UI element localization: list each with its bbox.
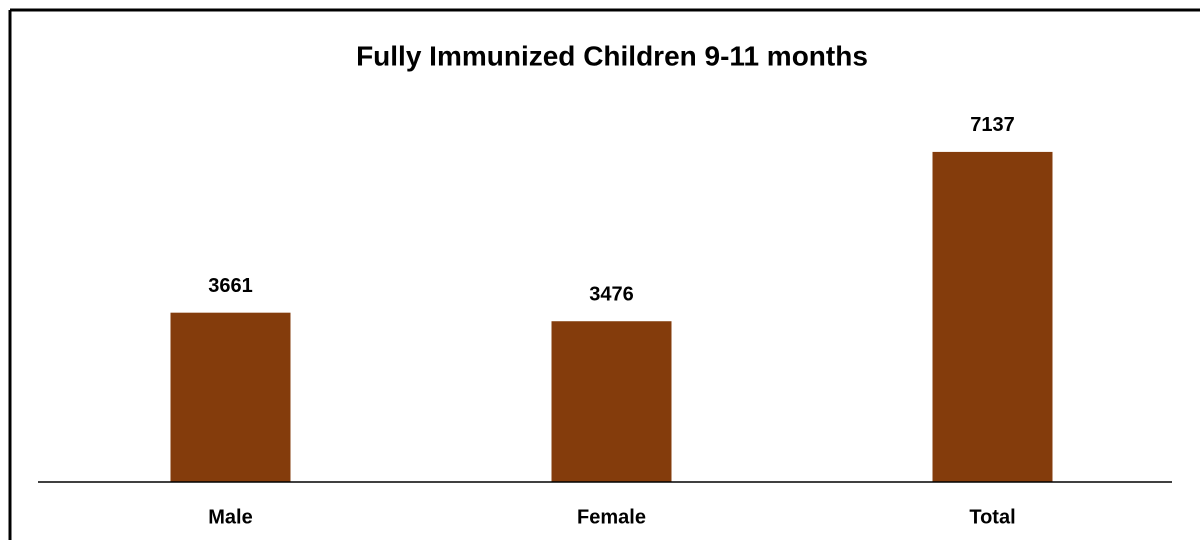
bar: [551, 321, 672, 482]
bar: [170, 312, 291, 482]
data-label: 3661: [208, 275, 253, 297]
bar: [932, 151, 1053, 482]
x-tick-label: Female: [577, 506, 646, 528]
chart-title: Fully Immunized Children 9-11 months: [356, 40, 868, 71]
data-label: 3476: [589, 284, 634, 306]
x-tick-label: Male: [208, 506, 252, 528]
x-tick-label: Total: [969, 506, 1015, 528]
data-label: 7137: [970, 114, 1015, 136]
